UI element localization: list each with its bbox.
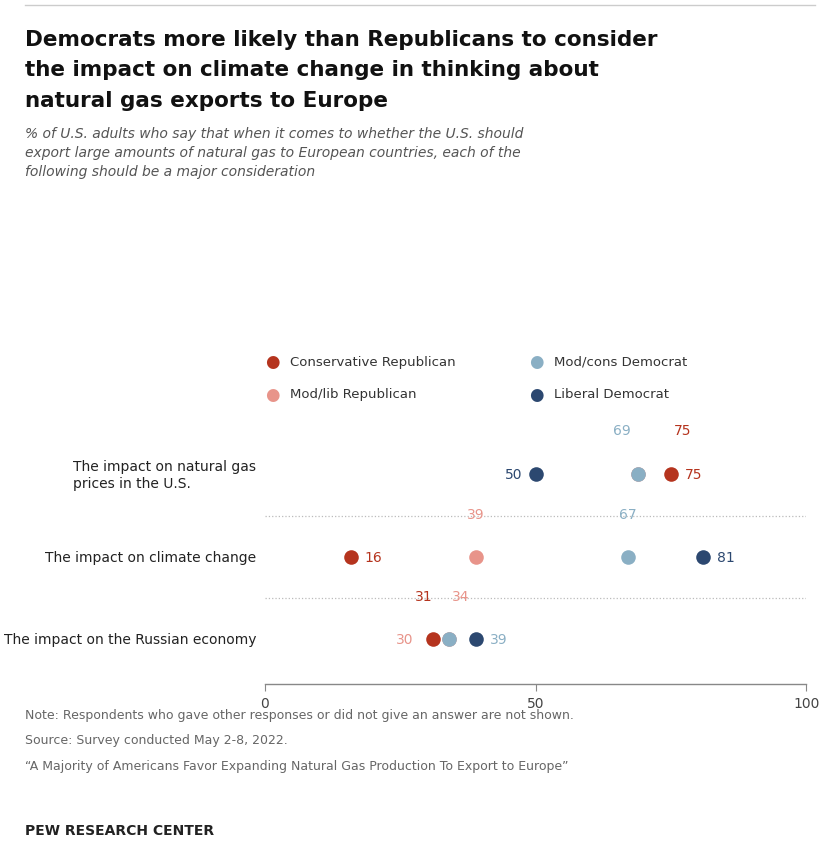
Text: ●: ● <box>265 386 279 403</box>
Text: 34: 34 <box>452 589 469 603</box>
Text: Note: Respondents who gave other responses or did not give an answer are not sho: Note: Respondents who gave other respons… <box>25 708 574 721</box>
Text: 81: 81 <box>717 550 735 564</box>
Point <box>529 468 543 482</box>
Point <box>470 550 483 564</box>
Text: PEW RESEARCH CENTER: PEW RESEARCH CENTER <box>25 823 214 837</box>
Point <box>632 468 645 482</box>
Text: Liberal Democrat: Liberal Democrat <box>554 387 669 401</box>
Text: 75: 75 <box>685 468 702 482</box>
Text: natural gas exports to Europe: natural gas exports to Europe <box>25 90 388 110</box>
Point <box>442 632 455 646</box>
Text: Conservative Republican: Conservative Republican <box>290 355 455 369</box>
Text: Source: Survey conducted May 2-8, 2022.: Source: Survey conducted May 2-8, 2022. <box>25 734 288 746</box>
Text: ●: ● <box>529 386 543 403</box>
Point <box>696 550 710 564</box>
Text: % of U.S. adults who say that when it comes to whether the U.S. should
export la: % of U.S. adults who say that when it co… <box>25 127 523 178</box>
Text: 39: 39 <box>490 632 507 647</box>
Point <box>442 632 455 646</box>
Point <box>664 468 678 482</box>
Text: Mod/cons Democrat: Mod/cons Democrat <box>554 355 688 369</box>
Text: The impact on the Russian economy: The impact on the Russian economy <box>3 632 256 647</box>
Point <box>344 550 358 564</box>
Text: 69: 69 <box>612 423 630 437</box>
Text: 67: 67 <box>619 507 637 521</box>
Text: ●: ● <box>265 353 279 370</box>
Point <box>632 468 645 482</box>
Text: 75: 75 <box>674 423 691 437</box>
Text: 30: 30 <box>396 632 413 647</box>
Text: Democrats more likely than Republicans to consider: Democrats more likely than Republicans t… <box>25 30 658 50</box>
Text: the impact on climate change in thinking about: the impact on climate change in thinking… <box>25 60 599 80</box>
Text: ●: ● <box>529 353 543 370</box>
Text: 31: 31 <box>415 589 433 603</box>
Point <box>426 632 439 646</box>
Point <box>470 632 483 646</box>
Text: 16: 16 <box>365 550 382 564</box>
Point <box>621 550 634 564</box>
Text: 39: 39 <box>467 507 485 521</box>
Text: Mod/lib Republican: Mod/lib Republican <box>290 387 417 401</box>
Text: The impact on climate change: The impact on climate change <box>45 550 256 564</box>
Text: The impact on natural gas
prices in the U.S.: The impact on natural gas prices in the … <box>73 459 256 491</box>
Text: “A Majority of Americans Favor Expanding Natural Gas Production To Export to Eur: “A Majority of Americans Favor Expanding… <box>25 759 569 772</box>
Text: 50: 50 <box>505 468 522 482</box>
